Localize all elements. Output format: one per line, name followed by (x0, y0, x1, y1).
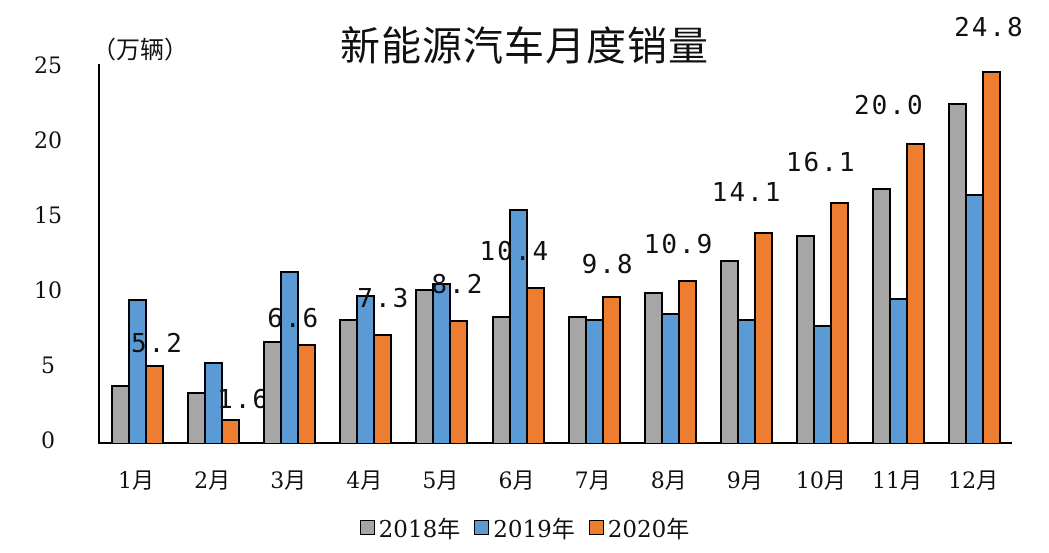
bar-2020-7 (601, 296, 621, 443)
legend-item-2019: 2019年 (474, 510, 575, 544)
bar-2019-2 (204, 362, 224, 443)
chart-title: 新能源汽车月度销量 (340, 24, 709, 70)
data-label-2020: 10.9 (643, 229, 715, 260)
legend-swatch-2020 (588, 519, 604, 535)
legend: 2018年 2019年 2020年 (0, 510, 1049, 544)
x-tick-label: 5月 (422, 469, 459, 494)
bar-2020-2 (221, 419, 241, 443)
data-label-2020: 14.1 (711, 177, 783, 208)
x-tick-label: 4月 (346, 469, 383, 494)
data-label-2020: 24.8 (954, 13, 1025, 43)
y-tick-label: 5 (41, 354, 55, 379)
bar-2020-4 (373, 333, 393, 443)
y-tick-label: 20 (34, 129, 62, 154)
data-label-2020: 7.3 (357, 283, 411, 314)
y-axis-line (98, 64, 100, 444)
legend-item-2018: 2018年 (359, 510, 461, 544)
data-label-2020: 8.2 (431, 270, 485, 300)
legend-swatch-2018 (359, 519, 375, 535)
data-label-2020: 16.1 (785, 147, 857, 178)
x-tick-label: 8月 (650, 469, 687, 494)
bar-2020-1 (145, 365, 164, 443)
bar-2020-3 (297, 344, 317, 443)
x-axis-line (98, 442, 1012, 444)
x-tick-label: 1月 (118, 469, 154, 494)
bar-2020-9 (753, 231, 773, 443)
y-tick-label: 0 (41, 429, 55, 454)
y-tick-label: 10 (34, 279, 62, 304)
bar-2020-8 (677, 279, 697, 443)
data-label-2020: 9.8 (581, 250, 635, 280)
data-label-2020: 1.6 (217, 385, 271, 415)
x-tick-label: 7月 (574, 469, 611, 494)
legend-label: 2020年 (607, 517, 690, 543)
bar-2020-5 (449, 320, 469, 443)
data-label-2020: 6.6 (267, 304, 321, 334)
legend-swatch-2019 (474, 519, 490, 535)
x-tick-label: 12月 (948, 469, 999, 494)
x-tick-label: 6月 (498, 469, 535, 494)
y-tick-label: 25 (34, 54, 62, 79)
legend-label: 2019年 (493, 517, 575, 543)
x-tick-label: 3月 (270, 469, 307, 494)
x-tick-label: 11月 (872, 469, 922, 494)
bar-2020-10 (829, 201, 849, 443)
bar-2020-6 (525, 287, 545, 443)
data-label-2020: 10.4 (479, 237, 551, 267)
x-tick-label: 2月 (194, 469, 231, 494)
y-axis-unit: （万辆） (92, 36, 188, 64)
legend-item-2020: 2020年 (588, 510, 690, 544)
data-label-2020: 20.0 (854, 91, 925, 121)
legend-label: 2018年 (378, 517, 461, 543)
bar-2020-12 (982, 71, 1002, 443)
x-tick-label: 10月 (795, 469, 846, 494)
x-tick-label: 9月 (726, 469, 763, 494)
bar-2020-11 (906, 143, 925, 443)
y-tick-label: 15 (34, 204, 62, 229)
data-label-2020: 5.2 (131, 329, 184, 359)
